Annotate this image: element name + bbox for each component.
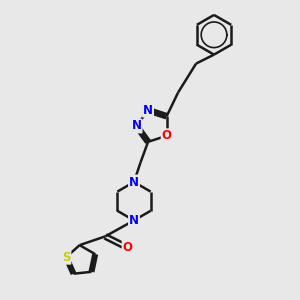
Text: N: N xyxy=(132,119,142,133)
Text: N: N xyxy=(129,214,139,227)
Text: O: O xyxy=(162,129,172,142)
Text: N: N xyxy=(143,104,153,117)
Text: S: S xyxy=(62,251,70,264)
Text: N: N xyxy=(129,176,139,188)
Text: O: O xyxy=(123,241,133,254)
